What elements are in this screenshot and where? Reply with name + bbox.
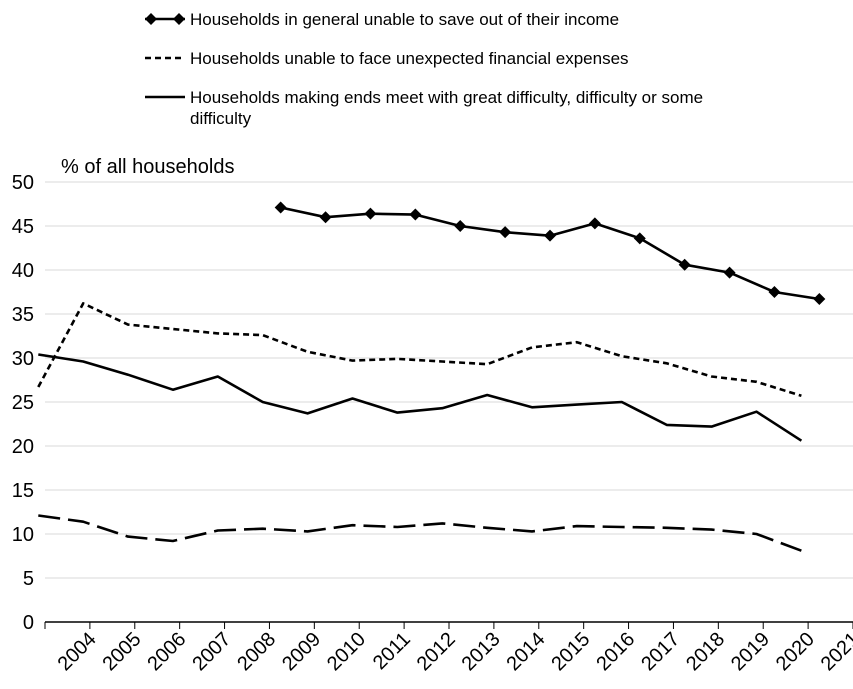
data-point-marker: [319, 211, 332, 224]
x-tick-label: 2006: [143, 628, 190, 675]
y-tick-label: 40: [12, 260, 34, 282]
y-tick-label: 25: [12, 392, 34, 414]
gridlines: [45, 181, 853, 579]
series: [37, 201, 826, 552]
x-tick-label: 2011: [369, 628, 415, 674]
x-tick-label: 2013: [458, 628, 505, 675]
data-point-marker: [409, 208, 422, 221]
data-point-marker: [633, 232, 646, 245]
y-axis-unit-label: % of all households: [61, 156, 234, 178]
data-point-marker: [454, 220, 467, 232]
y-tick-label: 45: [12, 216, 34, 238]
data-point-marker: [274, 201, 287, 214]
data-point-marker: [813, 293, 826, 306]
data-point-marker: [588, 217, 601, 230]
legend-label: Households in general unable to save out…: [190, 10, 619, 29]
y-tick-label: 10: [12, 524, 34, 546]
x-tick-label: 2007: [188, 628, 235, 675]
legend-label: Households making ends meet with great d…: [190, 88, 703, 107]
data-point-marker: [723, 266, 736, 279]
y-tick-label: 15: [12, 480, 34, 502]
x-tick-label: 2019: [727, 628, 774, 675]
legend-diamond-marker: [173, 13, 185, 25]
axes: [44, 621, 853, 629]
y-tick-label: 0: [23, 612, 34, 634]
x-tick-label: 2012: [413, 628, 460, 675]
data-point-marker: [678, 258, 691, 271]
x-tick-label: 2016: [592, 628, 639, 675]
x-tick-label: 2018: [682, 628, 729, 675]
y-tick-label: 50: [12, 172, 34, 194]
series-line-4: [38, 514, 802, 552]
series-line-2: [37, 302, 802, 398]
x-tick-label: 2008: [233, 628, 280, 675]
legend: Households in general unable to save out…: [145, 10, 703, 128]
x-tick-label: 2004: [54, 628, 101, 675]
series-line-3: [38, 353, 803, 442]
data-point-marker: [364, 207, 377, 220]
y-tick-label: 35: [12, 304, 34, 326]
data-point-marker: [768, 286, 781, 298]
series-line-1: [280, 206, 820, 301]
x-tick-label: 2014: [503, 628, 550, 675]
legend-entry-unexpected-expenses: Households unable to face unexpected fin…: [145, 49, 629, 68]
legend-entry-unable-to-save: Households in general unable to save out…: [145, 10, 619, 29]
tick-labels: 0 5 10 15 20 25 30 35 40 45 50 20042005200620072008…: [12, 172, 853, 675]
y-tick-label: 5: [23, 568, 34, 590]
x-tick-label: 2020: [772, 628, 819, 675]
x-tick-label: 2010: [323, 628, 370, 675]
legend-label-continued: difficulty: [190, 109, 252, 128]
y-tick-label: 20: [12, 436, 34, 458]
legend-label: Households unable to face unexpected fin…: [190, 49, 629, 68]
x-tick-label: 2009: [278, 628, 325, 675]
legend-entry-ends-meet: Households making ends meet with great d…: [145, 88, 703, 128]
x-tick-label: 2015: [547, 628, 594, 675]
x-tick-label: 2021: [817, 628, 853, 675]
y-tick-label: 30: [12, 348, 34, 370]
data-point-marker: [544, 229, 556, 242]
x-tick-label: 2005: [99, 628, 146, 675]
x-tick-label: 2017: [637, 628, 684, 675]
data-point-marker: [499, 226, 512, 239]
legend-diamond-marker: [145, 13, 157, 25]
